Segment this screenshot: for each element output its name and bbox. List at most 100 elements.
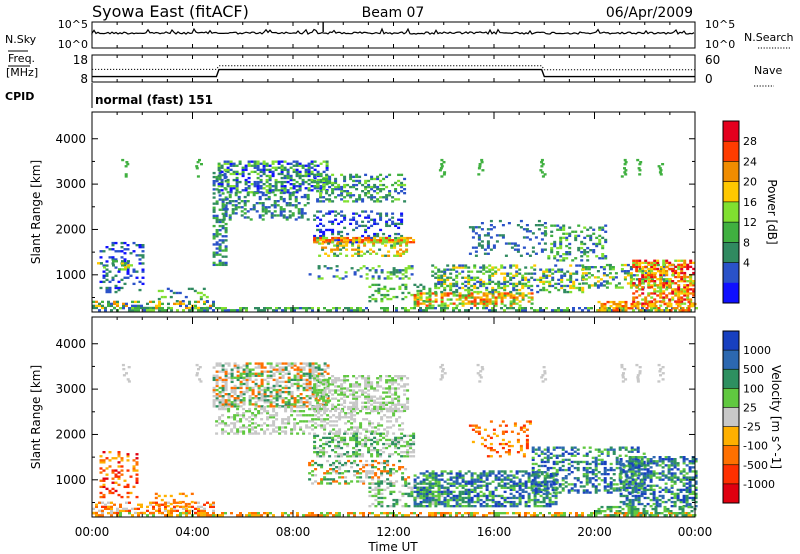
heatmap-cell [243, 204, 247, 207]
heatmap-cell [385, 438, 389, 442]
heatmap-cell [603, 307, 607, 310]
heatmap-cell [604, 238, 608, 242]
heatmap-cell [331, 449, 335, 452]
heatmap-cell [358, 389, 362, 392]
heatmap-cell [620, 263, 624, 267]
heatmap-cell [373, 218, 377, 221]
heatmap-cell [233, 403, 237, 406]
heatmap-cell [131, 300, 134, 304]
heatmap-cell [352, 409, 356, 413]
heatmap-cell [509, 272, 513, 275]
heatmap-cell [266, 376, 270, 379]
heatmap-cell [135, 477, 139, 480]
heatmap-cell [477, 236, 481, 239]
heatmap-cell [674, 290, 678, 293]
heatmap-cell [623, 278, 627, 281]
heatmap-cell [167, 501, 170, 504]
heatmap-cell [683, 302, 687, 305]
heatmap-cell [491, 292, 495, 295]
heatmap-cell [248, 395, 252, 398]
heatmap-cell [267, 195, 271, 199]
heatmap-cell [124, 165, 128, 168]
heatmap-cell [349, 455, 353, 458]
heatmap-cell [323, 388, 327, 392]
heatmap-cell [382, 401, 386, 404]
heatmap-cell [267, 197, 271, 201]
heatmap-cell [328, 389, 332, 392]
heatmap-cell [125, 161, 129, 164]
heatmap-cell [367, 397, 371, 400]
heatmap-cell [313, 387, 317, 390]
heatmap-cell [425, 307, 428, 310]
heatmap-cell [376, 405, 380, 409]
heatmap-cell [185, 306, 188, 310]
heatmap-cell [401, 405, 405, 409]
heatmap-cell [353, 512, 356, 515]
heatmap-cell [425, 309, 428, 312]
heatmap-cell [316, 401, 320, 404]
heatmap-cell [114, 241, 118, 245]
heatmap-cell [581, 282, 585, 285]
heatmap-cell [575, 270, 579, 273]
date-title: 06/Apr/2009 [606, 5, 693, 21]
heatmap-cell [334, 177, 338, 181]
heatmap-cell [647, 263, 651, 267]
heatmap-cell [293, 418, 297, 421]
heatmap-cell [500, 307, 503, 310]
heatmap-cell [245, 384, 249, 388]
heatmap-cell [344, 463, 348, 467]
heatmap-cell [403, 434, 407, 438]
heatmap-cell [234, 191, 238, 195]
heatmap-cell [224, 245, 228, 248]
heatmap-cell [515, 266, 519, 269]
heatmap-cell [480, 240, 484, 243]
heatmap-cell [224, 227, 228, 230]
heatmap-cell [604, 257, 608, 260]
heatmap-cell [331, 383, 335, 386]
heatmap-cell [184, 505, 188, 508]
heatmap-cell [221, 249, 225, 252]
heatmap-cell [325, 236, 329, 240]
heatmap-cell [589, 226, 593, 229]
heatmap-cell [313, 173, 317, 177]
heatmap-cell [550, 242, 554, 246]
heatmap-cell [434, 266, 438, 269]
heatmap-cell [263, 366, 267, 369]
heatmap-cell [563, 309, 566, 312]
heatmap-cell [313, 375, 317, 378]
heatmap-cell [470, 270, 474, 273]
heatmap-cell [367, 183, 371, 187]
heatmap-cell [293, 399, 297, 402]
heatmap-cell [367, 375, 371, 378]
heatmap-cell [349, 438, 353, 442]
heatmap-cell [388, 194, 392, 197]
heatmap-cell [584, 278, 588, 281]
heatmap-cell [236, 414, 240, 417]
heatmap-cell [306, 218, 310, 221]
heatmap-cell [399, 252, 403, 255]
heatmap-cell [114, 284, 118, 288]
heatmap-cell [279, 210, 283, 213]
heatmap-cell [377, 428, 381, 431]
heatmap-cell [359, 432, 363, 435]
heatmap-cell [226, 170, 230, 174]
heatmap-cell [328, 175, 332, 179]
heatmap-cell [239, 393, 243, 396]
heatmap-cell [319, 189, 323, 192]
heatmap-cell [256, 180, 260, 184]
heatmap-cell [335, 430, 339, 433]
heatmap-cell [117, 451, 121, 454]
heatmap-cell [503, 284, 507, 288]
heatmap-cell [328, 241, 332, 244]
heatmap-cell [577, 224, 581, 227]
heatmap-cell [474, 232, 478, 235]
heatmap-cell [425, 300, 429, 303]
heatmap-cell [675, 307, 679, 310]
heatmap-cell [215, 405, 219, 408]
heatmap-cell [190, 492, 194, 496]
heatmap-cell [212, 378, 216, 382]
heatmap-cell [386, 426, 390, 429]
heatmap-cell [368, 482, 372, 485]
heatmap-cell [391, 403, 395, 406]
heatmap-cell [536, 309, 539, 312]
